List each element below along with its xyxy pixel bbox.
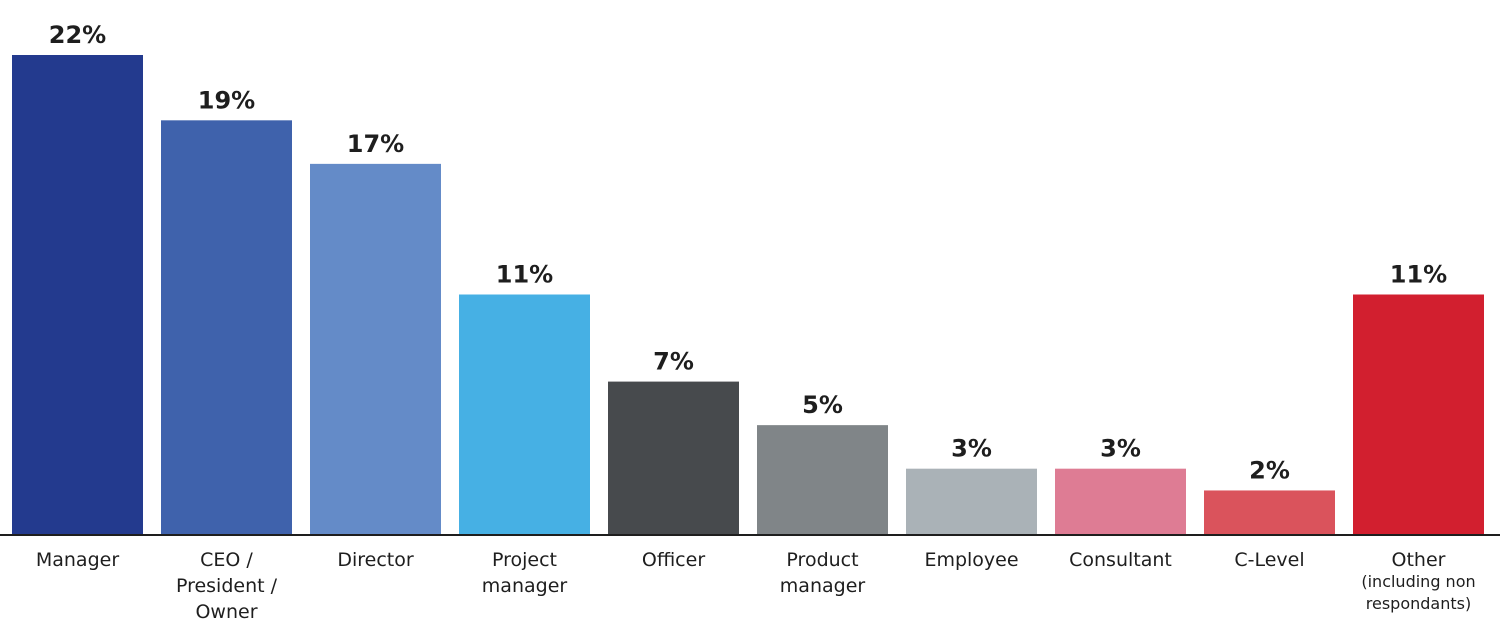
category-label-line: respondants) (1366, 594, 1471, 613)
category-label-line: Owner (195, 601, 257, 623)
bar-consultant (1055, 468, 1186, 534)
category-label-line: Officer (642, 549, 705, 571)
value-label-employee: 3% (951, 435, 992, 463)
category-label-line: manager (482, 575, 568, 597)
category-label-line: Manager (36, 549, 119, 571)
category-label-director: Director (337, 549, 414, 571)
bar-director (310, 163, 441, 534)
category-label-employee: Employee (924, 549, 1018, 571)
category-label-line: President / (176, 575, 278, 597)
category-labels-group: Manager CEO / President / Owner Director Proj… (36, 549, 1476, 623)
category-label-line: C-Level (1234, 549, 1304, 571)
bar-product (757, 425, 888, 534)
category-label-officer: Officer (642, 549, 705, 571)
value-label-other: 11% (1390, 261, 1447, 289)
value-label-consultant: 3% (1100, 435, 1141, 463)
category-label-line: Director (337, 549, 414, 571)
category-label-product: Product manager (780, 549, 866, 597)
category-label-line: Other (1392, 549, 1446, 571)
category-label-line: Consultant (1069, 549, 1172, 571)
bar-ceo (161, 120, 292, 535)
category-label-project: Project manager (482, 549, 568, 597)
category-label-line: Product (786, 549, 858, 571)
category-label-ceo: CEO / President / Owner (176, 549, 278, 623)
value-label-manager: 22% (49, 21, 106, 49)
category-label-other: Other (including non respondants) (1361, 549, 1475, 613)
category-label-consultant: Consultant (1069, 549, 1172, 571)
value-label-project: 11% (496, 261, 553, 289)
bars-group (12, 55, 1484, 535)
category-label-line: CEO / (200, 549, 253, 571)
value-label-ceo: 19% (198, 86, 255, 114)
category-label-line: Project (492, 549, 557, 571)
value-label-product: 5% (802, 391, 843, 419)
value-label-officer: 7% (653, 348, 694, 376)
category-label-c-level: C-Level (1234, 549, 1304, 571)
bar-project (459, 294, 590, 534)
category-label-line: (including non (1361, 572, 1475, 591)
category-label-line: manager (780, 575, 866, 597)
bar-c-level (1204, 490, 1335, 534)
value-label-c-level: 2% (1249, 456, 1290, 484)
bar-manager (12, 55, 143, 534)
bar-employee (906, 468, 1037, 534)
category-label-manager: Manager (36, 549, 119, 571)
value-labels-group: 22% 19% 17% 11% 7% 5% 3% 3% 2% 11% (49, 21, 1447, 484)
bar-other (1353, 294, 1484, 534)
category-label-line: Employee (924, 549, 1018, 571)
value-label-director: 17% (347, 130, 404, 158)
bar-officer (608, 381, 739, 534)
